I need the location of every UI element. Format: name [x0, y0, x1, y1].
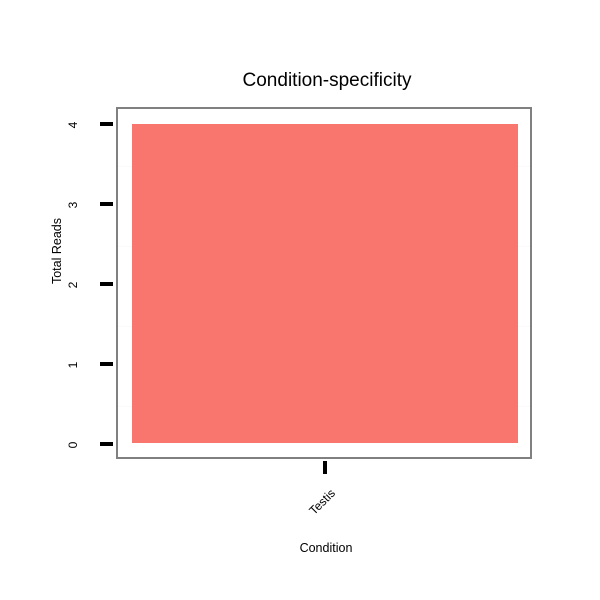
plot-panel-inner: [118, 109, 530, 457]
y-tick-label-3: 3: [66, 201, 80, 209]
y-tick-mark-3: [100, 202, 113, 206]
y-tick-mark-2: [100, 282, 113, 286]
plot-panel: [116, 107, 532, 459]
y-tick-mark-4: [100, 122, 113, 126]
y-tick-label-2: 2: [66, 281, 80, 289]
chart-title: Condition-specificity: [242, 70, 412, 91]
x-tick-mark-testis: [323, 461, 327, 474]
y-tick-mark-0: [100, 442, 113, 446]
y-tick-label-1: 1: [66, 361, 80, 369]
y-tick-mark-1: [100, 362, 113, 366]
y-axis-title: Total Reads: [50, 218, 64, 285]
y-tick-label-4: 4: [66, 121, 80, 129]
bar-testis[interactable]: [132, 124, 518, 443]
y-tick-label-0: 0: [66, 441, 80, 449]
x-axis-title: Condition: [299, 541, 353, 555]
